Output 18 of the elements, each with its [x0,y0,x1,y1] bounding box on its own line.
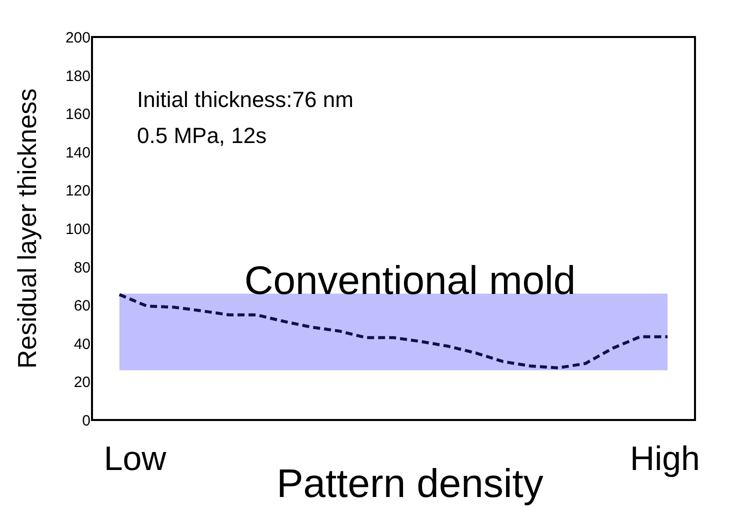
text: Low [104,440,167,478]
y-tick-label: 180 [65,68,90,85]
y-tick-label: 120 [65,182,90,200]
y-tick-label: 20 [74,374,90,392]
y-tick-label: 160 [65,106,90,124]
y-tick-label: 100 [65,221,90,238]
annotation: Initial thickness:76 nm [137,87,354,112]
annotation: Conventional mold [244,259,576,303]
y-tick-label: 0 [82,412,90,430]
y-tick-label: 200 [65,30,90,46]
annotation: 0.5 MPa, 12s [137,123,267,148]
y-tick-label: 140 [65,144,90,162]
y-tick-label: 60 [74,298,90,315]
y-tick-label: 80 [74,259,90,276]
x-axis-title: Pattern density [276,462,544,506]
y-tick-label: 40 [74,336,90,353]
text: High [630,440,700,478]
y-axis-title: Residual layer thickness [12,88,42,369]
